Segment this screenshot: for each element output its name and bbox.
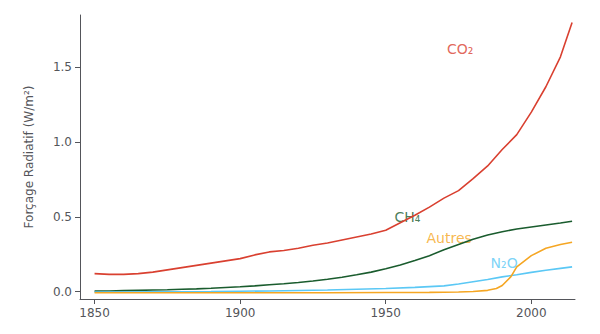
svg-text:1.5: 1.5	[53, 60, 72, 74]
svg-text:0.0: 0.0	[53, 285, 72, 299]
svg-text:Forçage Radiatif (W/m²): Forçage Radiatif (W/m²)	[22, 86, 36, 229]
svg-text:Autres: Autres	[427, 230, 472, 246]
svg-text:1850: 1850	[79, 306, 110, 320]
svg-text:0.5: 0.5	[53, 210, 72, 224]
svg-text:1950: 1950	[370, 306, 401, 320]
svg-text:N₂O: N₂O	[491, 255, 518, 271]
svg-text:1.0: 1.0	[53, 135, 72, 149]
svg-text:CO₂: CO₂	[447, 41, 473, 57]
svg-text:2000: 2000	[516, 306, 547, 320]
svg-text:1900: 1900	[225, 306, 256, 320]
svg-text:CH₄: CH₄	[394, 209, 420, 225]
